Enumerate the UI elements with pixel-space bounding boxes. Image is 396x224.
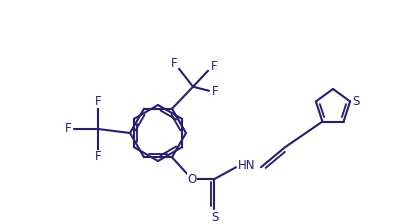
Text: HN: HN — [238, 159, 255, 172]
Text: F: F — [95, 95, 101, 108]
Text: S: S — [352, 95, 360, 108]
Text: S: S — [211, 211, 219, 224]
Text: O: O — [187, 173, 197, 186]
Text: F: F — [212, 85, 218, 98]
Text: F: F — [65, 123, 71, 136]
Text: F: F — [211, 60, 217, 73]
Text: F: F — [95, 151, 101, 164]
Text: F: F — [171, 57, 177, 70]
